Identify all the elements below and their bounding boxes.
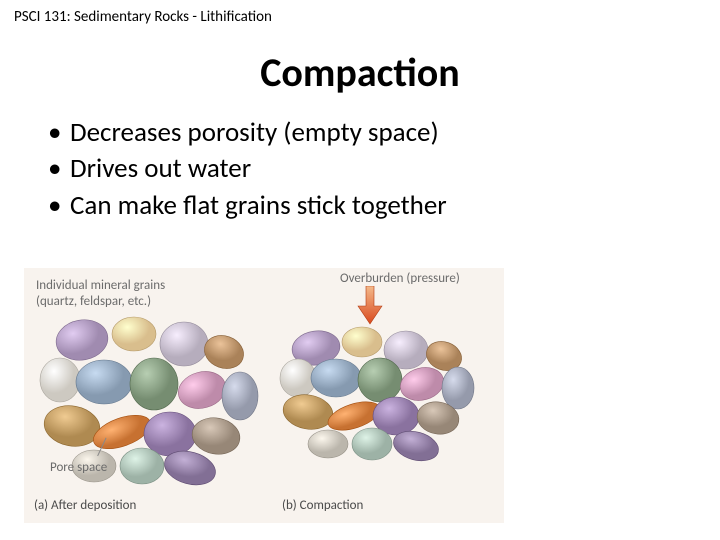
mineral-grain (280, 359, 316, 397)
mineral-grain (160, 322, 208, 366)
mineral-grain (308, 430, 348, 458)
bullet-list: Decreases porosity (empty space) Drives … (0, 115, 720, 224)
mineral-grain (442, 367, 474, 409)
mineral-grain (41, 401, 103, 450)
mineral-grain (222, 372, 258, 420)
mineral-grain (189, 414, 243, 458)
bullet-item: Drives out water (48, 151, 692, 187)
slide-title: Compaction (0, 48, 720, 97)
caption-b: (b) Compaction (282, 498, 363, 513)
mineral-grain (40, 358, 80, 402)
mineral-grain (352, 428, 392, 460)
bullet-item: Can make flat grains stick together (48, 188, 692, 224)
bullet-item: Decreases porosity (empty space) (48, 115, 692, 151)
mineral-grain (112, 317, 156, 351)
mineral-grain (174, 366, 230, 413)
pore-space-label: Pore space (50, 460, 107, 475)
mineral-grain (130, 358, 178, 410)
caption-a: (a) After deposition (34, 498, 136, 513)
compaction-figure: Individual mineral grains (quartz, felds… (24, 268, 504, 523)
mineral-grain (53, 316, 111, 364)
grains-label-line2: (quartz, feldspar, etc.) (36, 294, 151, 309)
overburden-label: Overburden (pressure) (340, 271, 460, 286)
mineral-grain (144, 412, 196, 456)
mineral-grain (280, 391, 335, 433)
pressure-arrow-icon (356, 286, 384, 326)
mineral-grain (358, 358, 402, 402)
mineral-grain (76, 360, 132, 404)
mineral-grain (311, 359, 361, 397)
mineral-grain (342, 327, 382, 357)
grains-label: Individual mineral grains (quartz, felds… (36, 278, 165, 309)
course-header: PSCI 131: Sedimentary Rocks - Lithificat… (0, 0, 720, 30)
grains-label-line1: Individual mineral grains (36, 278, 165, 293)
